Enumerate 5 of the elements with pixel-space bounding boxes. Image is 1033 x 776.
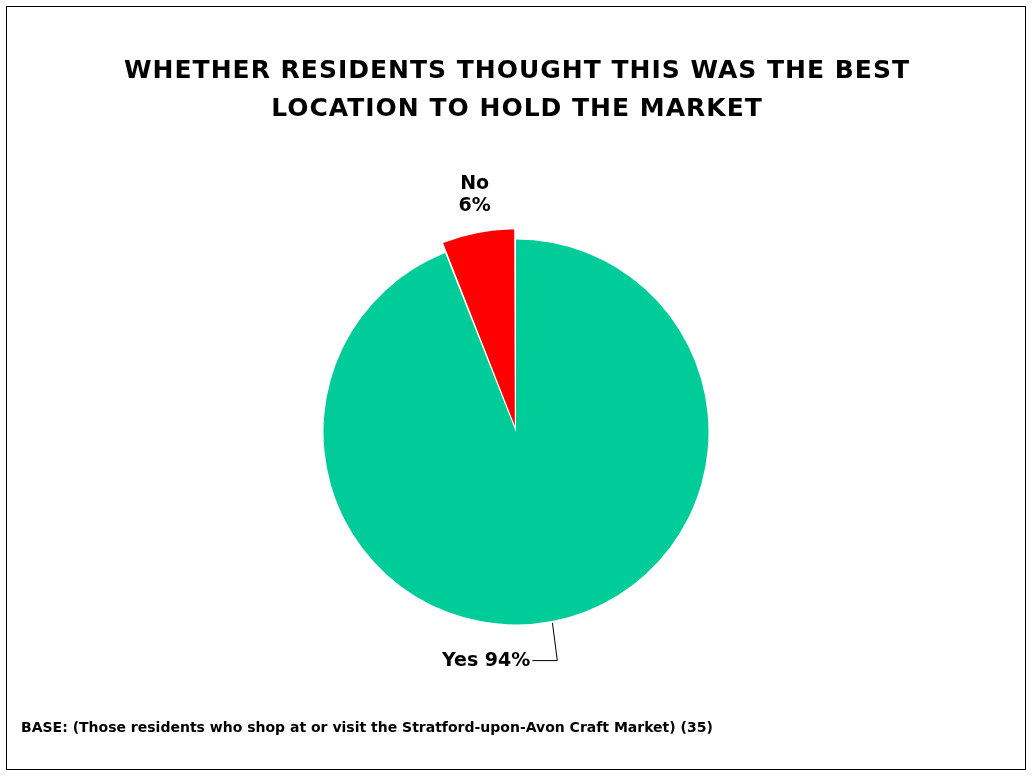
- slice-label: Yes 94%: [441, 647, 531, 670]
- slice-label: No: [460, 170, 490, 193]
- data-label: 6%: [458, 192, 491, 215]
- chart-title: WHETHER RESIDENTS THOUGHT THIS WAS THE BEST LOCATION TO HOLD THE MARKET: [123, 54, 911, 124]
- text: BASE: (Those residents who shop at or visit the Stratford-upon-Avon Craft Market) (35): [21, 719, 713, 735]
